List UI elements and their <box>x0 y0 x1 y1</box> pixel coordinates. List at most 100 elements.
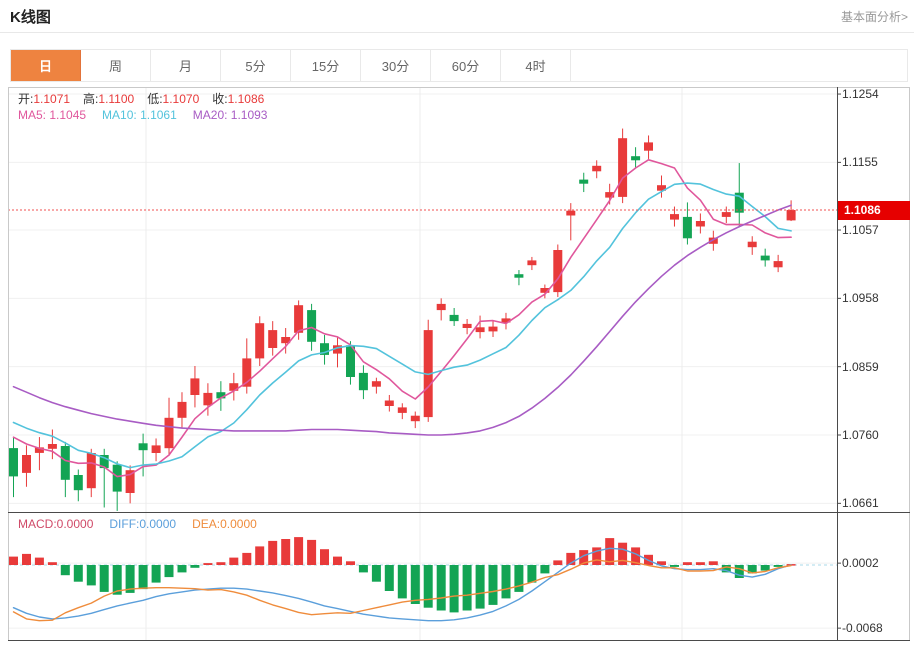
macd-bar <box>592 547 602 565</box>
macd-bar <box>449 565 459 613</box>
candle <box>138 443 148 451</box>
candle <box>773 261 783 268</box>
page-title: K线图 <box>10 9 51 26</box>
candle <box>164 417 174 449</box>
tab-4时[interactable]: 4时 <box>501 50 571 81</box>
macd-bar <box>255 546 265 565</box>
macd-bar <box>138 565 148 590</box>
macd-bar <box>384 565 394 591</box>
macd-bar <box>164 565 174 578</box>
candle <box>747 241 757 248</box>
candle <box>307 310 317 342</box>
macd-bar <box>242 552 252 565</box>
candle <box>229 383 239 391</box>
candle <box>721 212 731 217</box>
candle <box>695 221 705 227</box>
macd-bar <box>695 562 705 565</box>
macd-bar <box>773 565 783 567</box>
macd-bar <box>618 542 628 565</box>
candle <box>734 192 744 213</box>
macd-bar <box>747 565 757 574</box>
candle <box>397 407 407 413</box>
macd-bar <box>99 565 109 592</box>
tab-30分[interactable]: 30分 <box>361 50 431 81</box>
macd-bar <box>760 565 770 571</box>
tab-日[interactable]: 日 <box>11 50 81 81</box>
macd-bar <box>410 565 420 604</box>
candle <box>618 138 628 197</box>
macd-bar <box>320 549 329 565</box>
tab-月[interactable]: 月 <box>151 50 221 81</box>
macd-bar <box>514 565 524 592</box>
macd-bar <box>566 552 576 565</box>
candle <box>112 464 122 492</box>
candle <box>488 326 498 332</box>
macd-bar <box>125 565 135 593</box>
tab-60分[interactable]: 60分 <box>431 50 501 81</box>
candle <box>177 401 187 418</box>
macd-bar <box>294 537 304 565</box>
candle <box>514 274 524 278</box>
candle <box>592 165 602 172</box>
candle <box>281 337 291 344</box>
ma5-line <box>12 159 792 478</box>
macd-bar <box>734 565 744 578</box>
candle <box>462 323 472 328</box>
candle <box>475 327 485 333</box>
candle <box>190 378 200 395</box>
candle <box>242 358 252 387</box>
candle <box>449 314 459 322</box>
macd-bar <box>333 556 342 565</box>
tab-周[interactable]: 周 <box>81 50 151 81</box>
candle <box>22 455 31 473</box>
candle <box>9 448 18 477</box>
macd-bar <box>229 557 239 565</box>
candle <box>216 392 226 399</box>
macd-bar <box>9 556 18 565</box>
macd-bar <box>721 565 731 573</box>
fundamental-analysis-link[interactable]: 基本面分析> <box>840 10 908 24</box>
macd-bar <box>579 550 589 565</box>
candle <box>682 216 692 239</box>
ma10-line <box>12 182 792 469</box>
candle <box>73 475 83 491</box>
macd-bar <box>527 565 537 583</box>
macd-bar <box>60 565 70 576</box>
candle <box>151 445 161 453</box>
macd-bar <box>682 562 692 565</box>
macd-bar <box>268 540 278 565</box>
tab-5分[interactable]: 5分 <box>221 50 291 81</box>
macd-bar <box>605 538 615 565</box>
candle <box>47 444 57 449</box>
candle <box>708 237 718 244</box>
ma20-line <box>12 204 792 436</box>
macd-bar <box>177 565 187 573</box>
candle <box>579 179 589 184</box>
macd-bar <box>423 565 433 608</box>
candle <box>670 214 679 220</box>
macd-bar <box>216 562 226 565</box>
candle <box>320 343 329 355</box>
candle <box>553 250 563 293</box>
macd-bar <box>540 565 550 574</box>
macd-bar <box>631 547 641 565</box>
macd-bar <box>708 561 718 565</box>
period-tab-strip: 日周月 5分 15分 30分 60分 4时 <box>10 49 908 82</box>
macd-bar <box>22 553 31 565</box>
tab-15分[interactable]: 15分 <box>291 50 361 81</box>
macd-bar <box>47 562 57 565</box>
candle <box>436 303 446 311</box>
candle <box>34 447 44 453</box>
macd-bar <box>462 565 472 611</box>
candle <box>410 415 420 422</box>
candle <box>566 210 576 216</box>
macd-bar <box>488 565 498 605</box>
candle <box>86 453 96 489</box>
macd-bar <box>657 561 666 565</box>
candle <box>631 156 641 161</box>
candle <box>540 288 550 293</box>
diff-line <box>12 547 792 622</box>
candle <box>268 330 278 348</box>
macd-bar <box>371 565 381 582</box>
